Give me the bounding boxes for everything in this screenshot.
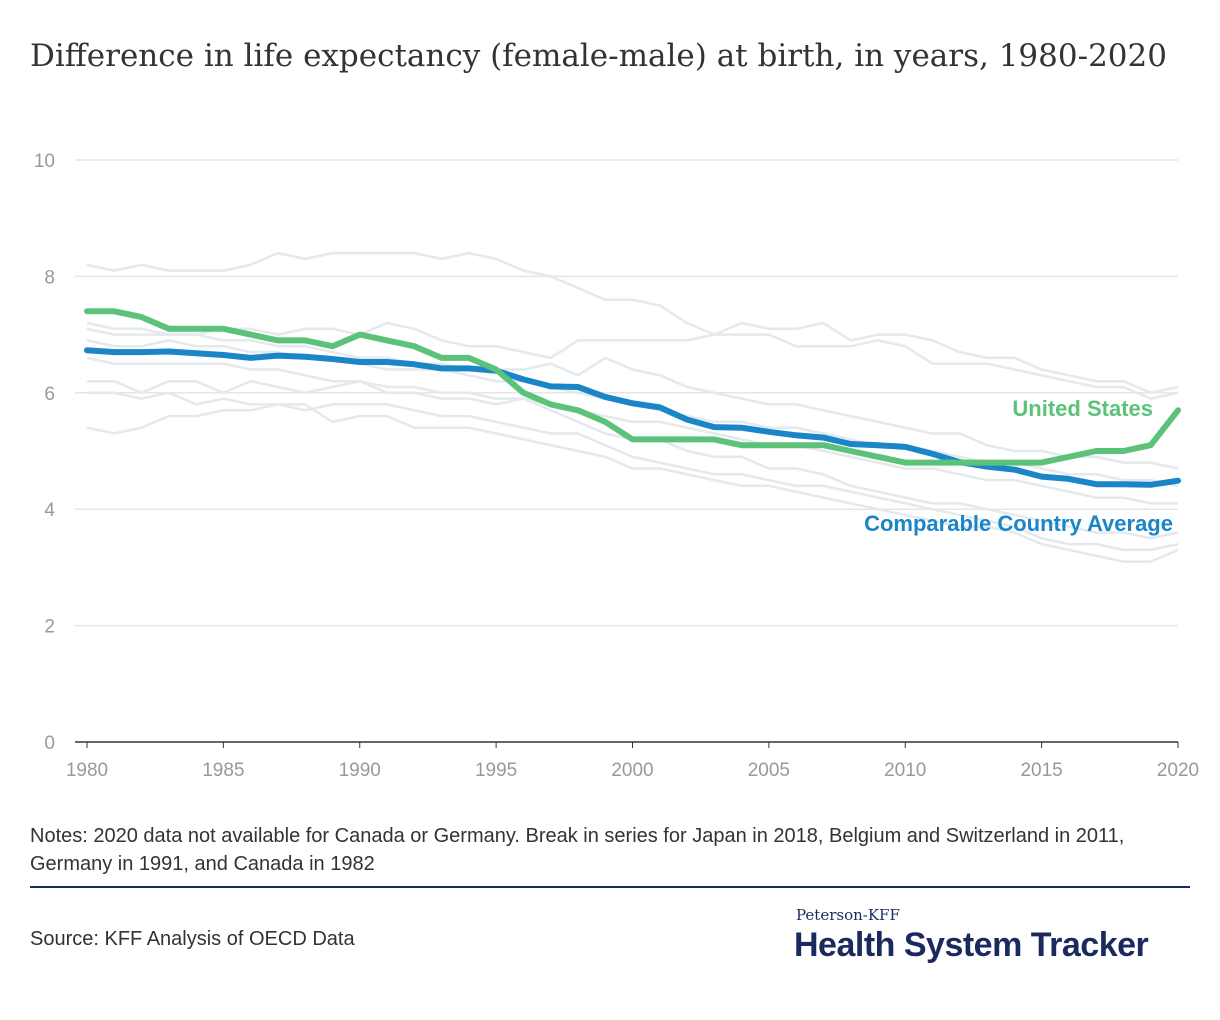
- series-label-united-states: United States: [1012, 396, 1153, 421]
- x-tick-label: 2010: [884, 760, 926, 781]
- brand-subtitle: Peterson-KFF: [796, 906, 900, 924]
- chart-source: Source: KFF Analysis of OECD Data: [30, 928, 355, 950]
- united-states-line: [84, 308, 1181, 466]
- axes: 0 2 4 6 8 10 1980 1985 1990 1995 2000 2005 2010 2015 2…: [34, 151, 1199, 781]
- x-tick-label: 1980: [66, 760, 108, 781]
- gridlines: [75, 159, 1178, 627]
- chart-title: Difference in life expectancy (female-ma…: [30, 38, 1167, 74]
- y-tick-label: 10: [34, 151, 55, 172]
- brand-logo: Health System Tracker: [794, 926, 1149, 964]
- x-tick-label: 2015: [1020, 760, 1062, 781]
- chart-notes: Notes: 2020 data not available for Canad…: [30, 825, 1125, 875]
- highlight-lines: [84, 308, 1181, 488]
- comparable-country-average-line: [84, 347, 1181, 488]
- country-series-line: [86, 356, 1178, 505]
- x-tick-label: 2020: [1157, 760, 1199, 781]
- y-tick-label: 6: [44, 384, 55, 405]
- y-tick-label: 8: [44, 267, 55, 288]
- y-tick-label: 0: [44, 733, 55, 754]
- x-tick-label: 2005: [748, 760, 790, 781]
- x-tick-label: 1995: [475, 760, 517, 781]
- country-series-line: [86, 321, 1179, 470]
- y-tick-label: 4: [44, 500, 55, 521]
- series-label-comparable-country-average: Comparable Country Average: [864, 511, 1173, 536]
- country-series-line: [87, 391, 1179, 552]
- x-tick-label: 1990: [339, 760, 381, 781]
- y-tick-label: 2: [44, 617, 55, 638]
- footer-divider: [30, 886, 1190, 888]
- country-series-line: [86, 321, 1179, 395]
- country-series-line: [86, 251, 1179, 400]
- country-series-line: [86, 403, 1179, 563]
- x-tick-label: 2000: [611, 760, 653, 781]
- x-tick-label: 1985: [202, 760, 244, 781]
- line-chart: 0 2 4 6 8 10 1980 1985 1990 1995 2000 2005 2010 2015 2…: [34, 151, 1199, 781]
